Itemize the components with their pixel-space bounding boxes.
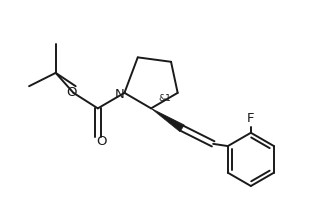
Text: N: N: [115, 88, 125, 101]
Polygon shape: [151, 109, 184, 132]
Text: O: O: [96, 134, 106, 147]
Text: O: O: [66, 86, 77, 99]
Text: &1: &1: [159, 93, 172, 102]
Text: F: F: [247, 111, 255, 124]
